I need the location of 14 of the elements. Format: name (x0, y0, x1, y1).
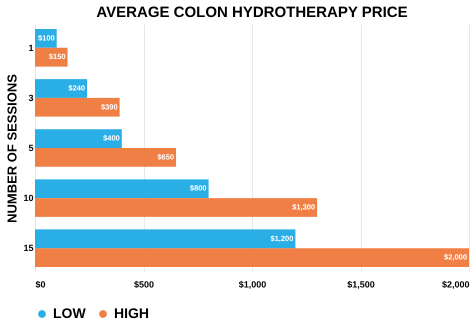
y-tick-label: 15 (23, 243, 34, 254)
y-tick-label: 3 (28, 92, 34, 103)
x-tick-label: $1,000 (238, 280, 266, 290)
y-tick-label: 10 (23, 193, 34, 204)
legend-label: LOW (53, 305, 86, 321)
y-tick-label: 5 (28, 143, 34, 153)
x-tick-label: $0 (36, 280, 46, 290)
chart-title: AVERAGE COLON HYDROTHERAPY PRICE (96, 4, 408, 21)
x-tick-label: $2,000 (442, 280, 470, 290)
x-tick-label: $1,500 (347, 280, 375, 290)
x-tick-label: $500 (134, 280, 154, 290)
legend-label: HIGH (114, 305, 149, 321)
y-axis-title: NUMBER OF SESSIONS (4, 74, 20, 223)
y-tick-label: 1 (28, 42, 34, 53)
